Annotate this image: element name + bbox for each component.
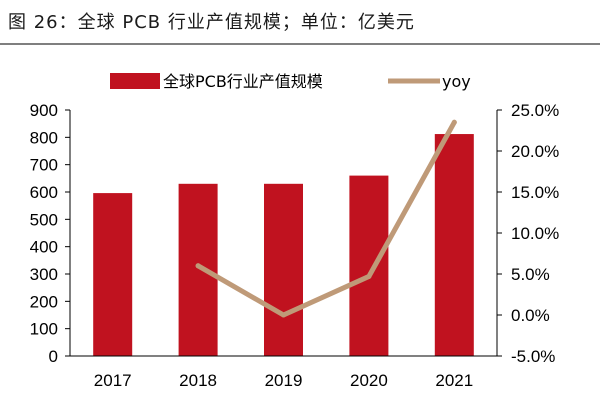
left-tick-label: 800 (30, 128, 58, 147)
x-tick-label: 2019 (265, 371, 303, 390)
bar-2020 (349, 175, 389, 356)
left-tick-label: 0 (49, 347, 58, 366)
left-tick-label: 600 (30, 183, 58, 202)
right-tick-label: 25.0% (511, 101, 559, 120)
yoy-point-2020 (366, 273, 372, 279)
yoy-point-2021 (451, 119, 457, 125)
right-tick-label: 0.0% (511, 306, 550, 325)
left-tick-label: 200 (30, 292, 58, 311)
x-tick-label: 2018 (179, 371, 217, 390)
right-tick-label: 5.0% (511, 265, 550, 284)
x-axis-ticks: 2017 2018 2019 2020 2021 (94, 371, 473, 390)
legend-swatch-bar (110, 73, 160, 89)
figure-title: 图 26：全球 PCB 行业产值规模；单位：亿美元 (8, 12, 415, 33)
left-tick-label: 700 (30, 156, 58, 175)
right-axis-ticks: -5.0% 0.0% 5.0% 10.0% 15.0% 20.0% 25.0% (497, 101, 559, 366)
legend-label-bar: 全球PCB行业产值规模 (163, 72, 323, 91)
yoy-point-2019 (281, 312, 286, 318)
bar-2021 (434, 134, 474, 356)
right-tick-label: 15.0% (511, 183, 559, 202)
bar-series (93, 134, 474, 356)
bar-2018 (178, 183, 218, 356)
title-divider (0, 43, 600, 45)
right-tick-label: 20.0% (511, 142, 559, 161)
right-tick-label: -5.0% (511, 347, 555, 366)
right-tick-label: 10.0% (511, 224, 559, 243)
legend-label-line: yoy (442, 72, 471, 91)
left-tick-label: 500 (30, 210, 58, 229)
left-tick-label: 400 (30, 238, 58, 257)
left-tick-label: 900 (30, 101, 58, 120)
x-tick-label: 2017 (94, 371, 132, 390)
left-tick-label: 100 (30, 320, 58, 339)
yoy-line (195, 119, 457, 318)
x-tick-label: 2020 (350, 371, 388, 390)
yoy-point-2018 (195, 263, 201, 269)
yoy-line-series (195, 119, 457, 318)
x-tick-label: 2021 (435, 371, 473, 390)
left-tick-label: 300 (30, 265, 58, 284)
left-axis-ticks: 0 100 200 300 400 500 600 700 800 900 (30, 101, 70, 366)
legend: 全球PCB行业产值规模 yoy (110, 72, 471, 91)
bar-2017 (93, 193, 133, 356)
bar-2019 (264, 183, 303, 356)
